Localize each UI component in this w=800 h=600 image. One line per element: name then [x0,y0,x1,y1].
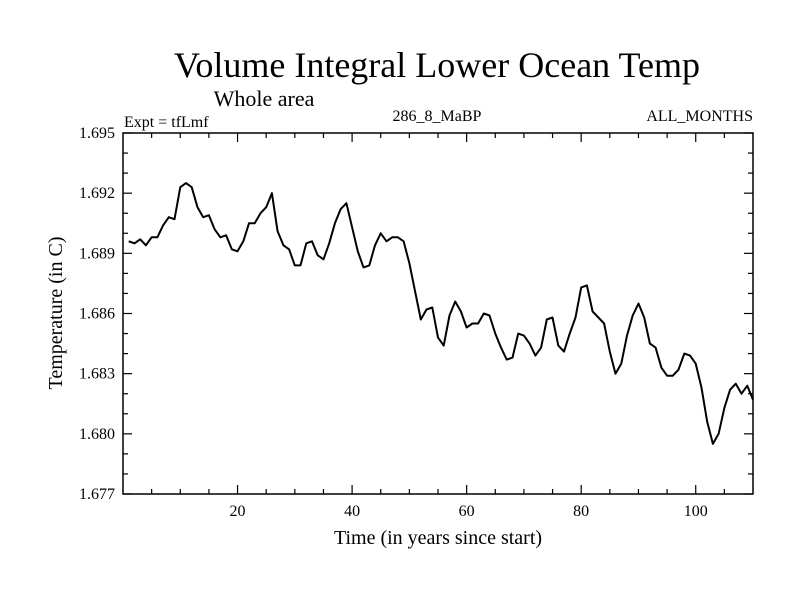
y-tick-label: 1.689 [79,245,115,262]
series-line [128,182,754,445]
chart-subtitle: Whole area [214,86,315,111]
tick-labels: 20 40 60 80 100 1.677 1.680 1.683 1.686 1.689 1.69… [79,125,708,520]
x-axis-label: Time (in years since start) [334,527,542,549]
axis-ticks [123,132,753,495]
expt-label: Expt = tfLmf [124,114,209,131]
x-tick-label: 80 [573,503,589,520]
x-tick-label: 20 [230,503,246,520]
y-tick-label: 1.686 [79,306,115,323]
plot-frame [122,132,754,495]
y-axis-label: Temperature (in C) [45,237,67,390]
y-tick-label: 1.677 [79,486,115,503]
y-tick-label: 1.695 [79,125,115,142]
chart-title: Volume Integral Lower Ocean Temp [174,45,700,85]
y-tick-label: 1.683 [79,366,115,383]
y-tick-label: 1.680 [79,426,115,443]
run-label: 286_8_MaBP [393,108,482,125]
months-label: ALL_MONTHS [646,108,753,125]
x-tick-label: 100 [684,503,708,520]
y-tick-label: 1.692 [79,185,115,202]
x-tick-label: 40 [344,503,360,520]
x-tick-label: 60 [459,503,475,520]
